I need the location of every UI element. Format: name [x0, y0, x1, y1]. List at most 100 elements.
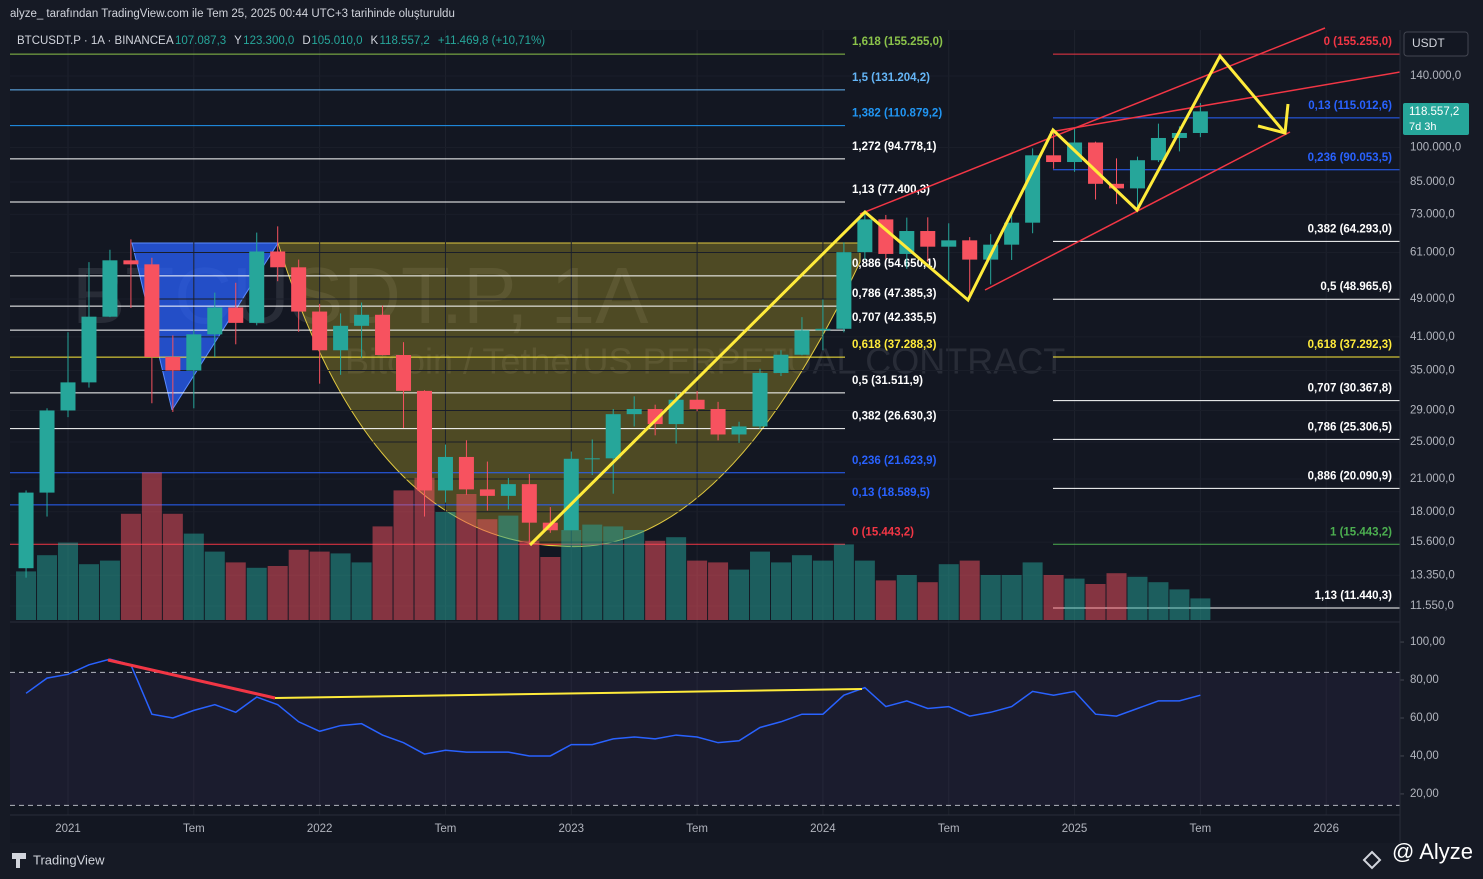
channel-line [859, 27, 1326, 215]
candle-body [144, 264, 160, 358]
ohlc-key: K [371, 35, 379, 47]
candle-body [416, 390, 432, 491]
volume-bar [414, 477, 435, 620]
currency-box[interactable] [1403, 31, 1469, 57]
y-tick-label: 35.000,0 [1410, 365, 1455, 377]
candle-body [1192, 111, 1208, 133]
volume-bar [267, 566, 288, 620]
ohlc-value: 107.087,3 [175, 35, 226, 47]
fib-label: 0,618 (37.292,3) [1308, 339, 1393, 351]
candle-body [1109, 183, 1124, 189]
candle-body [354, 314, 370, 326]
volume-bar [812, 560, 833, 620]
volume-bar [980, 575, 1001, 620]
volume-bar [540, 557, 561, 620]
candle-body [941, 240, 957, 247]
rsi-trend-line [274, 688, 863, 699]
volume-bar [770, 562, 791, 620]
candle-body [668, 399, 684, 425]
volume-bar [1064, 578, 1085, 620]
volume-bar [309, 551, 330, 620]
ohlc-key: Y [234, 35, 242, 47]
candle-body [186, 334, 202, 371]
candle-body [270, 251, 286, 268]
fib-label: 1,5 (131.204,2) [852, 72, 930, 84]
rsi-tick-label: 80,00 [1410, 674, 1439, 686]
candle-body [689, 399, 705, 410]
fib-label: 1,382 (110.879,2) [852, 108, 942, 120]
volume-bar [58, 542, 78, 620]
y-tick-label: 15.600,0 [1410, 536, 1455, 548]
candle-body [1150, 137, 1166, 161]
volume-bar [603, 526, 624, 620]
volume-bar [162, 513, 183, 620]
x-tick-label: Tem [1190, 823, 1212, 835]
volume-bar [456, 494, 477, 620]
x-tick-label: 2025 [1062, 823, 1088, 835]
volume-bar [645, 540, 666, 620]
y-tick-label: 61.000,0 [1410, 247, 1455, 259]
volume-bar [372, 526, 393, 620]
candle-body [605, 414, 621, 459]
fib-label: 0,618 (37.288,3) [852, 339, 937, 351]
volume-bar [833, 544, 854, 620]
candle-body [563, 458, 579, 531]
volume-bar [1190, 598, 1211, 620]
rsi-tick-label: 40,00 [1410, 750, 1439, 762]
candle-body [647, 409, 663, 425]
author: @ Alyze [1392, 839, 1473, 864]
candle-body [249, 251, 265, 323]
candle-body [207, 307, 223, 335]
volume-bar [1106, 573, 1127, 620]
fib-label: 0,5 (31.511,9) [852, 375, 923, 387]
candle-body [815, 328, 831, 331]
currency[interactable]: USDT [1412, 36, 1445, 50]
volume-bar [16, 571, 37, 620]
candle-body [479, 489, 495, 496]
y-tick-label: 85.000,0 [1410, 176, 1455, 188]
candle-body [1088, 142, 1104, 184]
price-tag [1403, 103, 1469, 135]
rsi-line [25, 658, 1201, 757]
rsi-tick-label: 20,00 [1410, 788, 1439, 800]
volume-bar [1043, 575, 1064, 620]
fib-label: 1,13 (11.440,3) [1315, 590, 1393, 602]
volume-bar [1148, 582, 1169, 620]
y-tick-label: 11.550,0 [1410, 600, 1454, 612]
volume-bar [750, 551, 771, 620]
volume-bar [729, 569, 750, 620]
projection-path [528, 53, 1287, 547]
volume-bar [393, 490, 414, 620]
candle-body [1171, 132, 1187, 138]
fib-label: 0 (155.255,0) [1324, 36, 1393, 48]
volume-bar [1022, 562, 1043, 620]
y-tick-label: 25.000,0 [1410, 436, 1455, 448]
y-tick-label: 21.000,0 [1410, 473, 1455, 485]
fib-label: 0,786 (25.306,5) [1308, 421, 1393, 433]
credit: alyze_ tarafından TradingView.com ile Te… [10, 8, 455, 20]
channel-line [1049, 71, 1401, 133]
ohlc-value: 118.557,2 [380, 35, 430, 47]
candle-body [731, 426, 747, 435]
brand: TradingView [33, 852, 105, 867]
volume-bar [708, 562, 729, 620]
symbol: BTCUSDT.P · 1A · BINANCE [17, 35, 166, 47]
volume-bar [477, 519, 498, 620]
x-tick-label: Tem [938, 823, 960, 835]
volume-bar [791, 555, 812, 620]
volume-bar [204, 551, 225, 620]
y-tick-label: 29.000,0 [1410, 404, 1455, 416]
price-tag-countdown: 7d 3h [1409, 121, 1437, 133]
volume-bar [498, 515, 519, 620]
volume-bar [519, 540, 540, 620]
marks: 1,618 (155.255,0) 1,5 (131.204,2) 1,382 (1… [10, 30, 1404, 815]
x-tick-label: Tem [183, 823, 205, 835]
volume-bar [687, 560, 708, 620]
x-tick-label: Tem [435, 823, 457, 835]
x-tick-label: 2026 [1313, 823, 1339, 835]
candle-body [458, 456, 474, 490]
volume-bar [78, 564, 99, 620]
y-tick-label: 13.350,0 [1410, 569, 1455, 581]
fib-label: 0 (15.443,2) [852, 526, 914, 538]
